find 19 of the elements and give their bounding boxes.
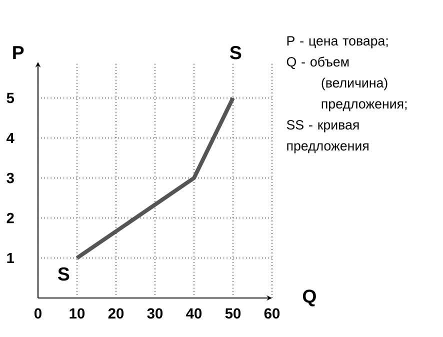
text: P - цена товара; [287, 36, 388, 48]
x-tick-label: 20 [108, 308, 124, 319]
x-tick-label: 40 [186, 308, 202, 319]
x-tick-label: 30 [147, 308, 163, 319]
text: Q - объем (величина) предложения; [286, 56, 407, 112]
x-axis-title: Q [302, 290, 316, 306]
x-tick-label: 0 [34, 308, 42, 319]
y-tick-label: 1 [7, 252, 14, 264]
y-axis-title: P [13, 46, 24, 59]
x-tick-label: 50 [225, 308, 241, 319]
x-tick-label: 10 [70, 308, 85, 319]
x-tick-label: 60 [264, 308, 280, 319]
y-tick-label: 3 [6, 172, 14, 184]
y-tick-label: 4 [6, 132, 14, 144]
text: SS - кривая предложения [286, 120, 368, 154]
text: S [230, 46, 242, 60]
y-tick-label: 2 [6, 212, 14, 224]
annotation: S [58, 267, 70, 281]
y-tick-label: 5 [6, 92, 14, 104]
